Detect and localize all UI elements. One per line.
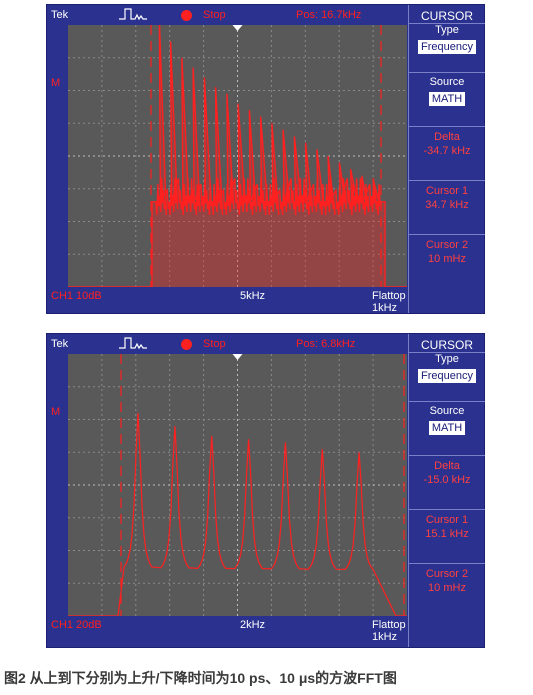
trigger-waveform-icon	[119, 7, 153, 24]
delta-label: Delta	[434, 460, 460, 472]
type-menu-button[interactable]: Type Frequency	[409, 23, 485, 72]
fft-graticule	[68, 25, 407, 287]
brand-label: Tek	[51, 9, 69, 21]
delta-readout: Delta -34.7 kHz	[409, 126, 485, 180]
delta-readout: Delta -15.0 kHz	[409, 455, 485, 509]
source-menu-button[interactable]: Source MATH	[409, 72, 485, 126]
trigger-position-icon	[232, 354, 243, 360]
stop-indicator-icon	[181, 10, 192, 21]
horizontal-position: Pos: 6.8kHz	[296, 338, 356, 350]
window-label: Flattop	[372, 290, 406, 302]
window-value: 1kHz	[372, 631, 398, 643]
delta-value: -34.7 kHz	[423, 145, 471, 157]
source-value: MATH	[428, 92, 466, 106]
cursor1-value: 34.7 kHz	[425, 199, 469, 211]
type-value: Frequency	[418, 40, 476, 54]
window-value: 1kHz	[372, 302, 398, 314]
frequency-span: 5kHz	[240, 290, 266, 302]
scope-footer: CH1 20dB 2kHz Flattop 1kHz	[47, 617, 407, 643]
cursor2-value: 10 mHz	[428, 253, 466, 265]
fft-window: Flattop 1kHz	[372, 290, 406, 314]
channel-scale: CH1 10dB	[51, 290, 102, 302]
cursor1-label: Cursor 1	[425, 514, 469, 526]
fft-spectrum-trace	[68, 25, 407, 287]
delta-value: -15.0 kHz	[423, 474, 471, 486]
source-label: Source	[429, 76, 465, 88]
cursor-menu: CURSOR Type Frequency Source MATH Delta …	[408, 5, 485, 313]
cursor1-label: Cursor 1	[425, 185, 469, 197]
channel-scale: CH1 20dB	[51, 619, 102, 631]
cursor1-menu-button[interactable]: Cursor 1 34.7 kHz	[409, 180, 485, 234]
type-label: Type	[435, 353, 459, 365]
source-value: MATH	[428, 421, 466, 435]
cursor2-label: Cursor 2	[425, 568, 469, 580]
trigger-position-icon	[232, 25, 243, 31]
stop-indicator-icon	[181, 339, 192, 350]
cursor2-value: 10 mHz	[428, 582, 466, 594]
acquisition-status: Stop	[203, 9, 226, 21]
window-label: Flattop	[372, 619, 406, 631]
menu-title: CURSOR	[420, 338, 473, 352]
fft-spectrum-trace	[68, 412, 407, 616]
type-menu-button[interactable]: Type Frequency	[409, 352, 485, 401]
acquisition-status: Stop	[203, 338, 226, 350]
cursor2-menu-button[interactable]: Cursor 2 10 mHz	[409, 234, 485, 288]
cursor-menu: CURSOR Type Frequency Source MATH Delta …	[408, 334, 485, 647]
source-label: Source	[429, 405, 465, 417]
trigger-waveform-icon	[119, 336, 153, 353]
fft-graticule	[68, 354, 407, 616]
math-marker: M	[51, 77, 61, 89]
math-marker: M	[51, 406, 61, 418]
oscilloscope-fft-display-bottom: Tek Stop Pos: 6.8kHz M CH1 20dB 2kHz Fla…	[46, 333, 485, 648]
cursor1-menu-button[interactable]: Cursor 1 15.1 kHz	[409, 509, 485, 563]
status-bar: Tek Stop Pos: 16.7kHz	[47, 5, 407, 25]
horizontal-position: Pos: 16.7kHz	[296, 9, 362, 21]
frequency-span: 2kHz	[240, 619, 266, 631]
fft-window: Flattop 1kHz	[372, 619, 406, 643]
figure-caption: 图2 从上到下分别为上升/下降时间为10 ps、10 μs的方波FFT图	[4, 670, 397, 686]
status-bar: Tek Stop Pos: 6.8kHz	[47, 334, 407, 354]
delta-label: Delta	[434, 131, 460, 143]
waveform-screen	[68, 354, 407, 616]
scope-footer: CH1 10dB 5kHz Flattop 1kHz	[47, 288, 407, 314]
type-value: Frequency	[418, 369, 476, 383]
oscilloscope-fft-display-top: Tek Stop Pos: 16.7kHz M CH1 10dB 5kHz Fl…	[46, 4, 485, 314]
brand-label: Tek	[51, 338, 69, 350]
cursor2-label: Cursor 2	[425, 239, 469, 251]
source-menu-button[interactable]: Source MATH	[409, 401, 485, 455]
type-label: Type	[435, 24, 459, 36]
cursor1-value: 15.1 kHz	[425, 528, 469, 540]
menu-title: CURSOR	[420, 9, 473, 23]
cursor2-menu-button[interactable]: Cursor 2 10 mHz	[409, 563, 485, 617]
waveform-screen	[68, 25, 407, 287]
